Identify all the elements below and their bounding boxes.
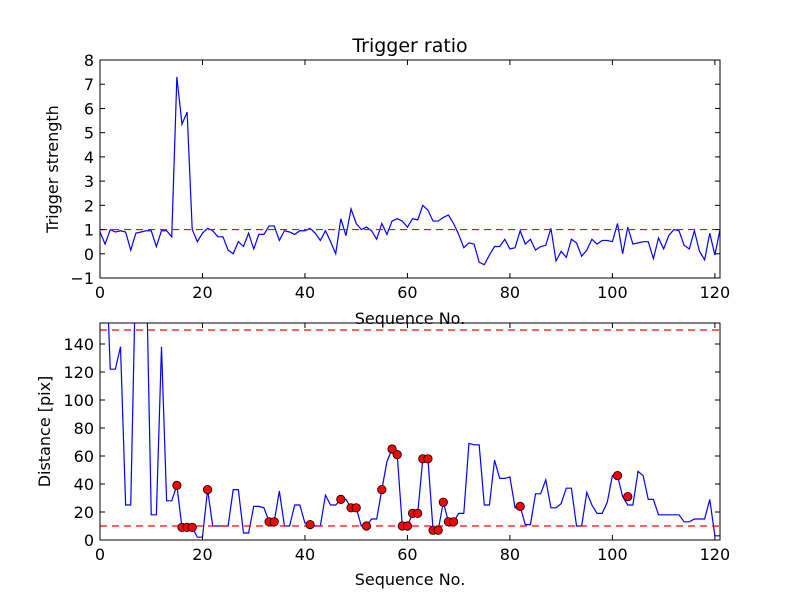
detection-marker-27 (612, 470, 623, 481)
detection-marker-12 (377, 484, 387, 495)
detection-marker-10 (351, 503, 361, 513)
detection-marker-11 (361, 521, 372, 531)
x-axis-title: Sequence No. (355, 570, 466, 589)
y-tick-label: 2 (84, 196, 94, 215)
x-axis-title: Sequence No. (355, 309, 466, 328)
detection-marker-6 (269, 517, 279, 527)
y-tick-label: 140 (63, 335, 94, 354)
x-tick-label: 20 (192, 545, 212, 564)
x-tick-label: 60 (397, 545, 417, 564)
y-axis-title: Distance [pix] (35, 376, 54, 488)
x-tick-label: 80 (500, 545, 520, 564)
detection-marker-22 (433, 525, 443, 535)
y-tick-label: 120 (63, 363, 94, 382)
detection-marker-26 (515, 501, 525, 511)
y-tick-label: 4 (84, 148, 94, 167)
x-tick-label: 80 (500, 283, 520, 302)
y-tick-label: 5 (84, 124, 94, 143)
x-tick-label: 120 (700, 545, 731, 564)
y-tick-label: 80 (74, 419, 94, 438)
y-tick-label: 3 (84, 172, 94, 191)
y-axis-title: Trigger strength (43, 105, 62, 234)
y-tick-label: 0 (84, 531, 94, 550)
y-tick-label: 7 (84, 75, 94, 94)
detection-marker-20 (423, 454, 433, 464)
detection-marker-0 (172, 480, 182, 490)
y-tick-label: 40 (74, 475, 94, 494)
x-tick-label: 100 (597, 545, 628, 564)
x-tick-label: 60 (397, 283, 417, 302)
detection-marker-8 (336, 494, 346, 504)
x-tick-label: 40 (295, 283, 315, 302)
chart-title: Trigger ratio (351, 35, 467, 57)
x-tick-label: 40 (295, 545, 315, 564)
x-tick-label: 0 (95, 283, 105, 302)
detection-marker-18 (413, 508, 423, 519)
axes-frame (99, 59, 721, 279)
detection-marker-28 (623, 491, 633, 502)
detection-marker-16 (402, 521, 413, 531)
y-tick-label: 6 (84, 99, 94, 118)
plot-area (100, 76, 720, 266)
y-tick-label: 60 (74, 447, 94, 466)
axes-frame (99, 322, 721, 541)
y-tick-label: 8 (84, 51, 94, 70)
y-tick-label: −1 (70, 269, 94, 288)
series-line-0 (100, 76, 720, 266)
detection-marker-14 (392, 449, 402, 460)
distance-chart: 0 20 40 60 80 100 120 0 20 40 60 80 100 120 140 Sequenc… (35, 322, 731, 589)
plot-area (100, 323, 720, 538)
x-tick-label: 120 (700, 283, 731, 302)
detection-marker-23 (438, 497, 448, 507)
y-tick-label: 0 (84, 245, 94, 264)
y-tick-label: 1 (84, 221, 94, 240)
x-tick-label: 0 (95, 545, 105, 564)
y-tick-label: 100 (63, 391, 94, 410)
x-tick-label: 100 (597, 283, 628, 302)
detection-marker-13 (387, 444, 397, 454)
detection-marker-25 (448, 517, 459, 527)
detection-marker-7 (305, 519, 315, 530)
x-tick-label: 20 (192, 283, 212, 302)
y-tick-label: 20 (74, 503, 94, 522)
detection-marker-4 (203, 484, 213, 495)
detection-marker-3 (187, 522, 197, 533)
